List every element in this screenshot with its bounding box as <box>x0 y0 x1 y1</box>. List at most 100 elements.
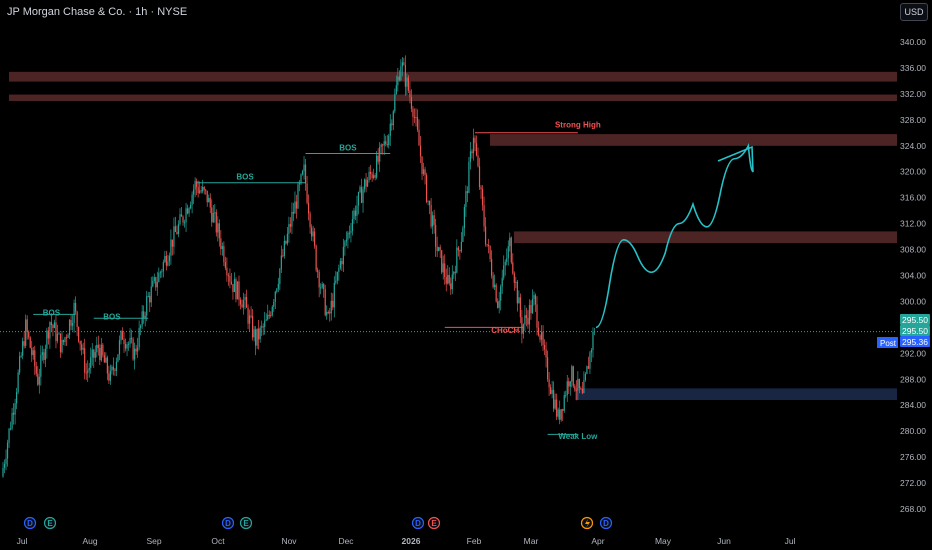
chart-title: JP Morgan Chase & Co. · 1h · NYSE <box>7 6 188 18</box>
candle-body <box>99 348 101 361</box>
candle-body <box>590 350 593 353</box>
candle-body <box>250 315 252 317</box>
candle-body <box>118 340 121 355</box>
candle-body <box>430 204 432 227</box>
currency-button[interactable]: USD <box>900 3 928 21</box>
candle-body <box>589 352 591 369</box>
candle-body <box>424 169 426 176</box>
candle-body <box>67 334 69 338</box>
event-marker-icon[interactable] <box>411 516 425 530</box>
candle-body <box>200 190 202 192</box>
price-tick-label: 340.00 <box>900 37 926 47</box>
candle-body <box>507 246 509 259</box>
candle-body <box>229 275 231 282</box>
time-tick-label: Sep <box>146 536 161 546</box>
candle-body <box>79 340 81 345</box>
event-marker-icon[interactable] <box>239 516 253 530</box>
candle-body <box>34 350 36 367</box>
event-marker-icon[interactable] <box>599 516 613 530</box>
candle-body <box>577 378 579 391</box>
annotation-label: Strong High <box>555 121 601 130</box>
candle-body <box>3 464 6 468</box>
candle-body <box>300 174 302 183</box>
candle-body <box>551 389 553 394</box>
candle-body <box>357 191 360 206</box>
candle-body <box>43 352 45 360</box>
event-marker-letter: D <box>603 519 609 528</box>
candle-body <box>307 202 310 214</box>
candle-body <box>149 295 151 303</box>
candle-body <box>298 182 301 185</box>
candle-body <box>342 246 344 265</box>
price-tick-label: 308.00 <box>900 245 926 255</box>
price-tick-label: 280.00 <box>900 426 926 436</box>
projection-path <box>595 143 754 329</box>
candle-body <box>162 261 164 272</box>
candle-body <box>563 395 565 411</box>
projection-arrowhead <box>717 145 754 173</box>
candle-body <box>76 311 78 328</box>
candle-body <box>137 347 139 352</box>
event-marker-letter: E <box>47 519 53 528</box>
candle-body <box>495 284 497 302</box>
candle-body <box>528 304 531 325</box>
candle-body <box>286 233 288 244</box>
candle-body <box>152 280 154 287</box>
candle-body <box>462 227 464 242</box>
candle-body <box>62 339 65 343</box>
candle-body <box>193 189 195 195</box>
candle-body <box>395 85 397 94</box>
candle-body <box>562 409 564 411</box>
candle-body <box>177 224 180 235</box>
event-marker-icon[interactable] <box>23 516 37 530</box>
candle-body <box>255 329 257 346</box>
candle-body <box>215 212 217 233</box>
time-axis[interactable]: Jul Aug Sep Oct Nov Dec 2026 Feb Mar Apr May Jun Jul <box>17 536 796 546</box>
candle-body <box>394 93 396 112</box>
candle-body <box>90 357 92 369</box>
candle-body <box>6 442 9 459</box>
event-marker-icon[interactable] <box>221 516 235 530</box>
candle-body <box>540 331 543 340</box>
event-marker-icon[interactable] <box>427 516 441 530</box>
candle-body <box>554 399 556 409</box>
candle-body <box>64 337 66 343</box>
candle-body <box>85 372 87 374</box>
candle-body <box>398 76 400 81</box>
candle-body <box>478 166 481 188</box>
candle-body <box>135 348 137 352</box>
candle-body <box>16 392 18 404</box>
candle-body <box>8 428 10 443</box>
candle-body <box>438 247 440 252</box>
candles-layer <box>2 55 596 478</box>
candle-body <box>311 227 313 237</box>
candle-body <box>179 214 181 225</box>
candle-body <box>321 283 323 288</box>
candle-body <box>37 373 39 385</box>
candle-body <box>242 300 245 308</box>
candle-body <box>150 286 152 303</box>
candle-body <box>383 141 385 146</box>
candle-body <box>194 181 196 190</box>
candle-body <box>206 190 208 203</box>
candle-body <box>236 281 239 300</box>
price-tick-label: 292.00 <box>900 348 926 358</box>
time-tick-label: Feb <box>467 536 482 546</box>
candle-body <box>22 341 24 356</box>
candle-body <box>550 387 552 394</box>
candle-body <box>415 117 417 119</box>
price-axis[interactable]: 340.00 336.00 332.00 328.00 324.00 320.00 316.… <box>900 37 926 514</box>
candle-body <box>114 369 116 371</box>
event-marker-icon[interactable] <box>43 516 57 530</box>
price-tick-label: 284.00 <box>900 400 926 410</box>
supply-zone <box>9 71 897 82</box>
candle-body <box>112 366 115 370</box>
candle-body <box>227 275 230 277</box>
candle-body <box>592 332 594 351</box>
candle-body <box>212 212 214 223</box>
candle-body <box>542 331 544 345</box>
candle-body <box>47 330 49 339</box>
